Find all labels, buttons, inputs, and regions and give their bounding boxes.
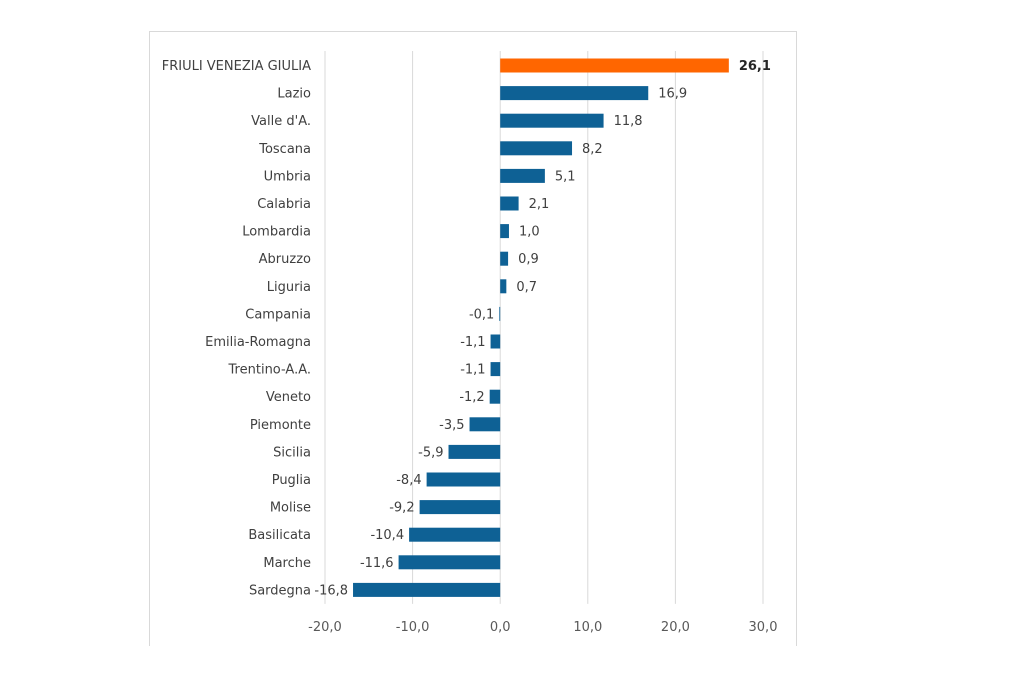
category-label: Sicilia (273, 445, 311, 460)
data-label: -1,1 (460, 363, 485, 378)
data-label: -3,5 (439, 418, 464, 433)
data-label: -0,1 (469, 307, 494, 322)
data-label: 5,1 (555, 169, 576, 184)
gridlines (324, 51, 764, 604)
x-axis-tick-labels: -20,0 -10,0 0,0 10,0 20,0 30,0 (308, 620, 777, 635)
category-label: Liguria (267, 280, 311, 295)
data-label: -11,6 (360, 556, 394, 571)
bars (353, 58, 729, 597)
bar (500, 196, 519, 211)
x-tick-label: 20,0 (661, 620, 690, 635)
category-label: Lombardia (242, 225, 311, 240)
data-label: 0,9 (518, 252, 539, 267)
chart-frame (149, 31, 797, 646)
bar (499, 306, 501, 321)
data-label: -1,2 (459, 390, 484, 405)
bar (489, 389, 501, 404)
data-label: 26,1 (739, 59, 771, 74)
data-label: 1,0 (519, 225, 540, 240)
category-label: Abruzzo (259, 252, 311, 267)
bar (490, 362, 501, 377)
category-label: FRIULI VENEZIA GIULIA (162, 59, 311, 74)
bar (409, 527, 501, 542)
x-tick-label: -10,0 (396, 620, 430, 635)
data-label: -9,2 (389, 501, 414, 516)
data-label: 2,1 (529, 197, 550, 212)
category-label: Toscana (258, 142, 311, 157)
category-label: Calabria (257, 197, 311, 212)
bar (419, 500, 501, 515)
category-label: Campania (245, 307, 311, 322)
bar (500, 113, 604, 128)
bar (353, 582, 501, 597)
bar (500, 141, 573, 156)
x-tick-label: 10,0 (573, 620, 602, 635)
value-labels: 26,1 16,9 11,8 8,2 5,1 2,1 1,0 0,9 0,7 -0,1 -1,1 -1… (314, 59, 771, 598)
x-tick-label: 0,0 (490, 620, 511, 635)
data-label: -16,8 (314, 583, 348, 598)
data-label: 16,9 (658, 87, 687, 102)
data-label: -8,4 (396, 473, 421, 488)
data-label: 8,2 (582, 142, 603, 157)
bar (448, 444, 501, 459)
bar (500, 58, 729, 73)
category-label: Lazio (277, 87, 311, 102)
category-label: Sardegna (249, 583, 311, 598)
data-label: -5,9 (418, 445, 443, 460)
category-label: Veneto (266, 390, 311, 405)
x-tick-label: 30,0 (749, 620, 778, 635)
category-label: Trentino-A.A. (228, 363, 311, 378)
bar (490, 334, 501, 349)
data-label: -1,1 (460, 335, 485, 350)
bar (500, 251, 509, 266)
bar (500, 168, 545, 183)
data-label: -10,4 (370, 528, 404, 543)
bar (469, 417, 501, 432)
x-tick-label: -20,0 (308, 620, 342, 635)
category-label: Emilia-Romagna (205, 335, 311, 350)
bar (500, 279, 507, 294)
bar (500, 86, 649, 101)
category-label: Puglia (272, 473, 311, 488)
category-labels: FRIULI VENEZIA GIULIA Lazio Valle d'A. Tosc… (162, 59, 311, 598)
category-label: Valle d'A. (251, 114, 311, 129)
bar (398, 555, 501, 570)
category-label: Marche (263, 556, 311, 571)
bar (500, 224, 509, 239)
bar (426, 472, 501, 487)
category-label: Umbria (264, 169, 311, 184)
category-label: Basilicata (248, 528, 311, 543)
category-label: Molise (270, 501, 311, 516)
data-label: 11,8 (614, 114, 643, 129)
category-label: Piemonte (250, 418, 311, 433)
data-label: 0,7 (516, 280, 537, 295)
